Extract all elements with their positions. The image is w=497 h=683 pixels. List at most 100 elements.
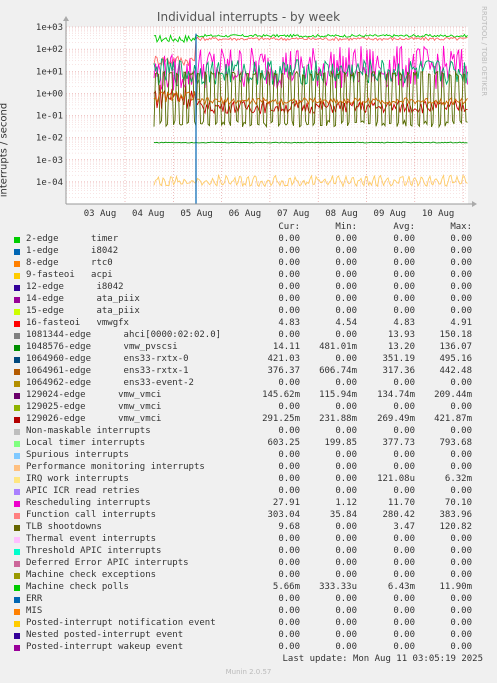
legend-value-cur: 0.00 [278,486,300,496]
legend-series-name: 1081344-edge ahci[0000:02:02.0] [26,330,222,340]
legend-series-name: 129024-edge vmw_vmci [26,390,162,400]
legend-value-avg: 0.00 [393,486,415,496]
legend-value-min: 0.00 [335,570,357,580]
legend-series-name: Function call interrupts [26,510,157,520]
legend-series-name: Posted-interrupt wakeup event [26,642,184,652]
legend-swatch [14,309,20,315]
legend-value-max: 0.00 [450,606,472,616]
legend-series-name: Posted-interrupt notification event [26,618,216,628]
legend-value-max: 70.10 [444,498,472,508]
legend-row: IRQ work interrupts 0.00 0.00 121.08u 6.32m [0,474,497,486]
legend-row: Rescheduling interrupts 27.91 1.12 11.70 70.… [0,498,497,510]
legend-series-name: APIC ICR read retries [26,486,140,496]
legend-value-min: 0.00 [335,534,357,544]
legend-value-max: 421.87m [434,414,472,424]
legend-value-avg: 0.00 [393,594,415,604]
legend-value-max: 136.07 [439,342,472,352]
legend-series-name: 12-edge i8042 [26,282,124,292]
legend-swatch [14,285,20,291]
legend-value-min: 1.12 [335,498,357,508]
legend-value-min: 0.00 [335,246,357,256]
y-axis-arrow [63,16,69,21]
legend-value-cur: 27.91 [272,498,300,508]
last-update: Last update: Mon Aug 11 03:05:19 2025 [282,654,483,664]
legend-row: TLB shootdowns 9.68 0.00 3.47 120.82 [0,522,497,534]
legend-swatch [14,597,20,603]
legend-row: Spurious interrupts 0.00 0.00 0.00 0.00 [0,450,497,462]
legend-value-max: 0.00 [450,534,472,544]
legend-value-max: 0.00 [450,546,472,556]
legend-value-min: 0.00 [335,306,357,316]
legend-series-name: 16-fasteoi vmwgfx [26,318,129,328]
legend-row: Local timer interrupts 603.25 199.85 377.73… [0,438,497,450]
legend-value-cur: 0.00 [278,294,300,304]
legend-value-min: 0.00 [335,606,357,616]
legend-row: 12-edge i8042 0.00 0.00 0.00 0.00 [0,282,497,294]
legend-swatch [14,297,20,303]
x-tick-label: 07 Aug [277,209,310,219]
legend-value-avg: 0.00 [393,426,415,436]
munin-version: Munin 2.0.57 [225,668,272,676]
chart-tick-labels: 1e+03 1e+02 1e+01 1e+00 1e-01 1e-02 1e-03 1e-04… [36,23,454,219]
legend-value-cur: 0.00 [278,378,300,388]
legend-swatch [14,429,20,435]
legend-value-cur: 376.37 [267,366,300,376]
legend-swatch [14,537,20,543]
legend-value-max: 0.00 [450,630,472,640]
y-tick-label: 1e-03 [36,156,63,166]
y-tick-label: 1e+01 [36,67,63,77]
legend-value-cur: 0.00 [278,426,300,436]
legend-series-name: 129026-edge vmw_vmci [26,414,162,424]
legend-value-cur: 0.00 [278,306,300,316]
legend-series-name: 1064960-edge ens33-rxtx-0 [26,354,189,364]
legend-series-name: 14-edge ata_piix [26,294,140,304]
legend-swatch [14,585,20,591]
legend-value-max: 442.48 [439,366,472,376]
legend-value-avg: 0.00 [393,546,415,556]
legend-swatch [14,489,20,495]
legend-swatch [14,381,20,387]
legend-value-cur: 0.00 [278,534,300,544]
legend-swatch [14,501,20,507]
series-line [153,90,468,106]
legend-value-max: 150.18 [439,330,472,340]
legend-value-min: 0.00 [335,294,357,304]
legend-value-min: 115.94m [319,390,357,400]
legend-value-cur: 0.00 [278,234,300,244]
legend-value-min: 0.00 [335,474,357,484]
legend-row: Thermal event interrupts 0.00 0.00 0.00 0.00 [0,534,497,546]
legend-series-name: 1-edge i8042 [26,246,119,256]
legend-value-avg: 0.00 [393,282,415,292]
legend-header-avg: Avg: [393,222,415,232]
legend-series-name: 1048576-edge vmw_pvscsi [26,342,178,352]
legend-swatch [14,249,20,255]
y-tick-label: 1e+02 [36,45,63,55]
legend-row: 129026-edge vmw_vmci 291.25m 231.88m 269.49… [0,414,497,426]
legend-value-max: 383.96 [439,510,472,520]
legend-series-name: TLB shootdowns [26,522,102,532]
legend-value-max: 0.00 [450,558,472,568]
legend-series-name: 1064961-edge ens33-rxtx-1 [26,366,189,376]
legend-value-avg: 0.00 [393,630,415,640]
legend-row: Posted-interrupt notification event 0.00 0… [0,618,497,630]
legend-series-name: Thermal event interrupts [26,534,157,544]
legend-value-cur: 0.00 [278,330,300,340]
legend-value-avg: 11.70 [387,498,415,508]
legend-value-min: 0.00 [335,378,357,388]
legend-swatch [14,345,20,351]
legend-value-cur: 0.00 [278,594,300,604]
legend-value-avg: 0.00 [393,246,415,256]
legend-series-name: 129025-edge vmw_vmci [26,402,162,412]
legend-swatch [14,321,20,327]
legend-value-min: 333.33u [319,582,357,592]
legend-swatch [14,609,20,615]
legend-value-max: 0.00 [450,258,472,268]
series-line [153,70,468,129]
legend-value-min: 0.00 [335,426,357,436]
legend-value-min: 0.00 [335,282,357,292]
legend-row: Threshold APIC interrupts 0.00 0.00 0.00 0.0… [0,546,497,558]
legend-value-cur: 603.25 [267,438,300,448]
legend-series-name: Nested posted-interrupt event [26,630,184,640]
legend-value-avg: 6.43m [387,582,415,592]
legend-value-avg: 0.00 [393,642,415,652]
